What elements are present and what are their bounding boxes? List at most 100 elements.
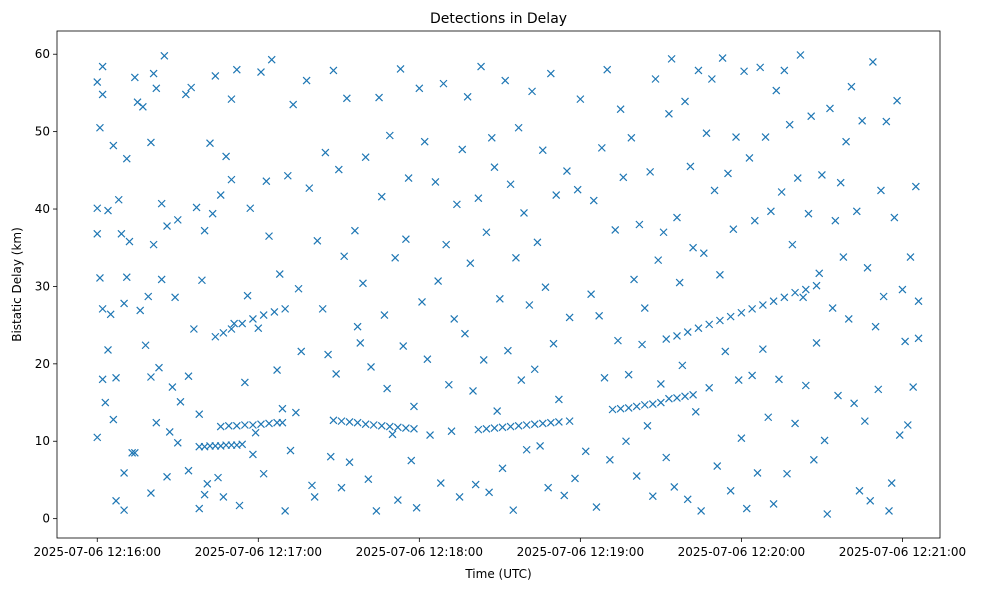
y-tick-label: 50 bbox=[35, 125, 50, 139]
data-point-marker bbox=[820, 436, 829, 445]
data-point-marker bbox=[546, 69, 555, 78]
data-point-marker bbox=[259, 469, 268, 478]
data-point-marker bbox=[726, 312, 735, 321]
data-point-marker bbox=[163, 472, 171, 481]
data-point-marker bbox=[501, 76, 510, 85]
data-point-marker bbox=[361, 420, 370, 429]
data-point-marker bbox=[466, 259, 475, 268]
data-point-marker bbox=[718, 54, 727, 63]
data-point-marker bbox=[909, 383, 918, 391]
data-point-marker bbox=[238, 319, 247, 328]
data-point-marker bbox=[130, 448, 139, 457]
data-point-marker bbox=[385, 422, 394, 431]
data-point-marker bbox=[401, 235, 410, 244]
data-point-marker bbox=[149, 69, 158, 78]
data-point-marker bbox=[369, 421, 378, 429]
data-point-marker bbox=[318, 304, 327, 313]
data-point-marker bbox=[216, 422, 225, 431]
data-point-marker bbox=[310, 493, 319, 501]
data-point-marker bbox=[812, 281, 821, 290]
y-tick-label: 60 bbox=[35, 47, 50, 61]
data-point-marker bbox=[270, 308, 279, 316]
data-point-marker bbox=[498, 423, 507, 432]
data-point-marker bbox=[291, 408, 300, 417]
data-point-marker bbox=[549, 339, 558, 348]
data-point-marker bbox=[860, 417, 869, 426]
data-point-marker bbox=[600, 373, 609, 382]
data-point-marker bbox=[173, 438, 182, 447]
data-point-marker bbox=[734, 376, 743, 385]
data-point-marker bbox=[538, 146, 547, 155]
data-point-marker bbox=[375, 93, 383, 102]
data-point-marker bbox=[396, 65, 405, 73]
data-point-marker bbox=[793, 174, 802, 182]
data-point-marker bbox=[401, 424, 410, 433]
data-point-marker bbox=[619, 173, 628, 182]
data-point-marker bbox=[737, 308, 746, 317]
data-point-marker bbox=[243, 291, 252, 300]
data-point-marker bbox=[702, 129, 711, 138]
data-point-marker bbox=[675, 278, 684, 287]
data-point-marker bbox=[200, 226, 209, 235]
data-point-marker bbox=[345, 458, 354, 467]
data-point-marker bbox=[187, 83, 196, 92]
data-point-marker bbox=[506, 180, 515, 189]
data-point-marker bbox=[383, 384, 392, 393]
data-point-marker bbox=[305, 184, 314, 193]
data-point-marker bbox=[377, 192, 386, 201]
data-point-marker bbox=[544, 483, 553, 492]
data-point-marker bbox=[246, 204, 255, 213]
data-point-marker bbox=[367, 363, 375, 371]
data-point-marker bbox=[238, 440, 247, 449]
data-point-marker bbox=[817, 171, 826, 179]
data-point-marker bbox=[874, 385, 883, 394]
data-point-marker bbox=[705, 383, 714, 392]
data-point-marker bbox=[227, 175, 236, 184]
data-point-marker bbox=[426, 431, 434, 439]
data-point-marker bbox=[98, 304, 107, 313]
data-point-marker bbox=[308, 481, 316, 490]
data-point-marker bbox=[442, 240, 451, 249]
series-noise bbox=[93, 51, 923, 518]
data-point-marker bbox=[796, 51, 805, 59]
data-point-marker bbox=[656, 398, 665, 407]
data-point-marker bbox=[321, 148, 330, 157]
data-point-marker bbox=[165, 428, 174, 436]
data-point-marker bbox=[418, 297, 426, 306]
data-point-marker bbox=[834, 391, 842, 400]
data-point-marker bbox=[265, 419, 273, 428]
data-point-marker bbox=[112, 373, 120, 382]
data-point-marker bbox=[278, 404, 287, 413]
data-point-marker bbox=[694, 324, 703, 333]
data-point-marker bbox=[681, 97, 689, 106]
data-point-marker bbox=[686, 162, 695, 171]
data-point-marker bbox=[232, 421, 241, 430]
data-point-marker bbox=[715, 316, 724, 325]
data-point-marker bbox=[753, 469, 762, 477]
x-axis: 2025-07-06 12:16:00 2025-07-06 12:17:00 20… bbox=[34, 538, 966, 559]
data-point-marker bbox=[184, 466, 193, 475]
data-point-marker bbox=[648, 492, 657, 501]
data-point-marker bbox=[656, 380, 665, 388]
data-point-marker bbox=[399, 342, 408, 350]
y-axis-label: Bistatic Delay (km) bbox=[10, 227, 24, 342]
data-point-marker bbox=[587, 290, 596, 299]
data-point-marker bbox=[356, 339, 365, 347]
data-point-marker bbox=[93, 433, 102, 442]
data-point-marker bbox=[541, 283, 550, 292]
data-point-marker bbox=[520, 208, 528, 217]
data-point-marker bbox=[506, 422, 515, 431]
data-point-marker bbox=[836, 178, 845, 187]
data-point-marker bbox=[608, 405, 617, 414]
data-point-marker bbox=[393, 496, 402, 504]
series-track-7 bbox=[662, 281, 821, 343]
data-point-marker bbox=[624, 370, 633, 379]
data-point-marker bbox=[552, 191, 561, 200]
data-point-marker bbox=[707, 75, 716, 83]
data-point-marker bbox=[855, 486, 864, 495]
data-point-marker bbox=[622, 437, 630, 446]
data-point-marker bbox=[624, 404, 633, 412]
data-point-marker bbox=[248, 450, 257, 459]
data-point-marker bbox=[635, 220, 644, 229]
